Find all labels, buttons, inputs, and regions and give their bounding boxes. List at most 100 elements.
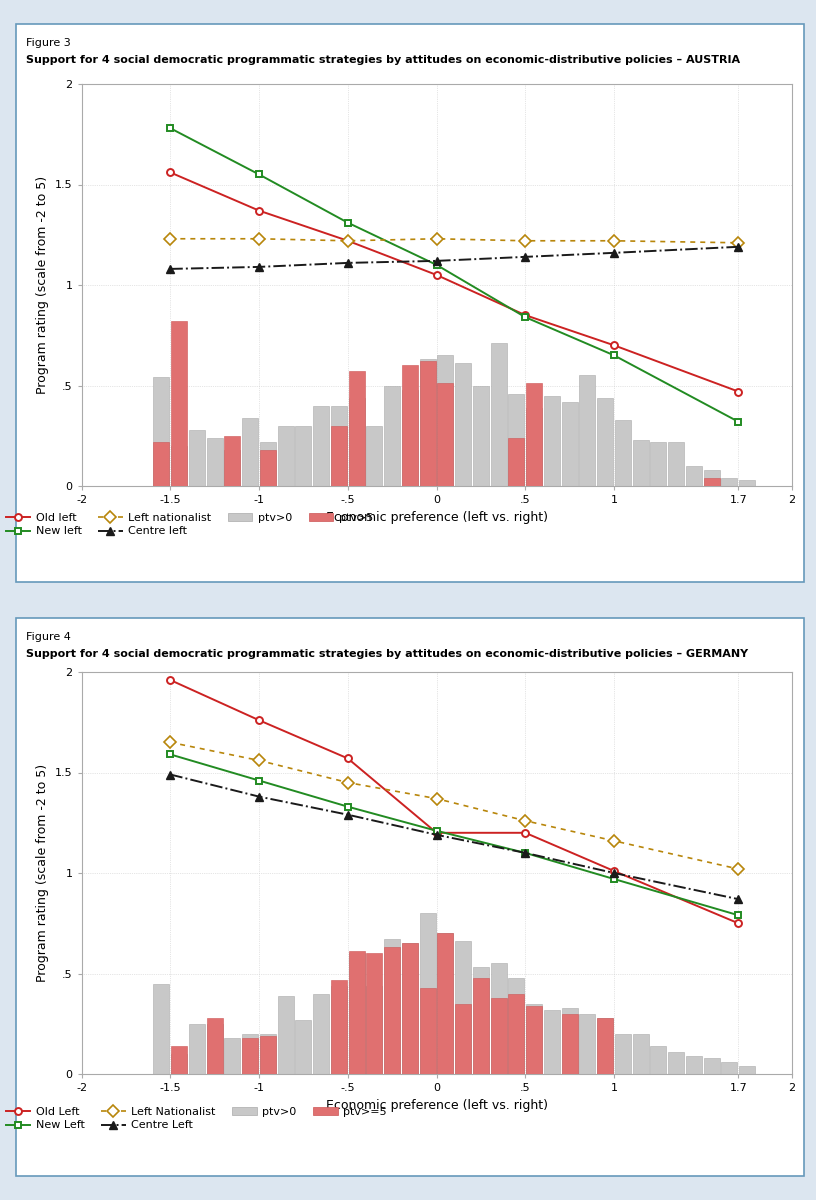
Bar xyxy=(419,361,436,486)
Bar xyxy=(632,439,649,486)
Bar xyxy=(526,1003,542,1074)
Bar xyxy=(579,376,596,486)
Bar xyxy=(508,394,525,486)
Bar xyxy=(703,1058,720,1074)
Bar xyxy=(277,426,294,486)
Bar xyxy=(668,442,684,486)
Bar xyxy=(526,1006,542,1074)
Bar xyxy=(490,343,507,486)
Bar xyxy=(331,985,347,1074)
Bar xyxy=(224,450,241,486)
Bar xyxy=(366,426,383,486)
Bar xyxy=(437,934,454,1074)
Bar xyxy=(171,1054,187,1074)
Text: Support for 4 social democratic programmatic strategies by attitudes on economic: Support for 4 social democratic programm… xyxy=(26,55,740,65)
Bar xyxy=(650,442,667,486)
Bar xyxy=(384,947,400,1074)
Bar xyxy=(313,406,329,486)
Bar xyxy=(384,385,400,486)
Bar xyxy=(242,418,258,486)
Bar xyxy=(615,420,631,486)
Bar xyxy=(721,478,738,486)
Bar xyxy=(508,978,525,1074)
Bar xyxy=(419,913,436,1074)
Text: Figure 3: Figure 3 xyxy=(26,38,71,48)
Text: Figure 4: Figure 4 xyxy=(26,632,71,642)
Bar xyxy=(206,1024,223,1074)
Bar xyxy=(348,397,365,486)
Bar xyxy=(703,478,720,486)
Bar xyxy=(544,1009,560,1074)
Bar xyxy=(331,979,347,1074)
Bar xyxy=(508,438,525,486)
Bar xyxy=(171,445,187,486)
Bar xyxy=(544,396,560,486)
Bar xyxy=(366,953,383,1074)
Bar xyxy=(473,385,489,486)
Bar xyxy=(526,408,542,486)
Bar xyxy=(561,402,578,486)
Bar xyxy=(277,996,294,1074)
Bar xyxy=(419,988,436,1074)
Bar xyxy=(473,967,489,1074)
Bar xyxy=(455,941,471,1074)
Legend: Old left, New left, Left nationalist, Centre left, ptv>0, ptv>5: Old left, New left, Left nationalist, Ce… xyxy=(6,514,373,536)
Bar xyxy=(437,384,454,486)
Bar xyxy=(242,1033,258,1074)
Bar xyxy=(561,1008,578,1074)
Bar xyxy=(419,359,436,486)
Bar xyxy=(366,985,383,1074)
Bar xyxy=(171,1046,187,1074)
Bar xyxy=(242,1038,258,1074)
Bar xyxy=(703,470,720,486)
Bar xyxy=(189,1024,205,1074)
Bar xyxy=(206,438,223,486)
Bar xyxy=(721,1062,738,1074)
Bar xyxy=(348,952,365,1074)
Bar xyxy=(632,1033,649,1074)
Bar xyxy=(331,406,347,486)
Bar xyxy=(739,1066,755,1074)
X-axis label: Economic preference (left vs. right): Economic preference (left vs. right) xyxy=(326,1098,548,1111)
Legend: Old Left, New Left, Left Nationalist, Centre Left, ptv>0, ptv>=5: Old Left, New Left, Left Nationalist, Ce… xyxy=(6,1108,387,1130)
Bar xyxy=(206,1018,223,1074)
Bar xyxy=(260,450,276,486)
Bar xyxy=(402,390,418,486)
Bar xyxy=(579,1014,596,1074)
Bar xyxy=(260,1033,276,1074)
Bar xyxy=(739,480,755,486)
Bar xyxy=(153,378,170,486)
Bar xyxy=(490,964,507,1074)
Bar xyxy=(437,934,454,1074)
Bar xyxy=(526,384,542,486)
Text: Support for 4 social democratic programmatic strategies by attitudes on economic: Support for 4 social democratic programm… xyxy=(26,649,748,659)
Bar xyxy=(561,1014,578,1074)
Bar xyxy=(402,365,418,486)
Y-axis label: Program rating (scale from -2 to 5): Program rating (scale from -2 to 5) xyxy=(37,176,50,394)
Bar xyxy=(668,1052,684,1074)
Bar xyxy=(650,1046,667,1074)
Bar xyxy=(189,430,205,486)
Bar xyxy=(597,397,613,486)
Bar xyxy=(171,322,187,486)
Bar xyxy=(260,442,276,486)
Bar xyxy=(455,1003,471,1074)
Bar xyxy=(224,436,241,486)
Bar xyxy=(437,355,454,486)
Y-axis label: Program rating (scale from -2 to 5): Program rating (scale from -2 to 5) xyxy=(37,764,50,982)
Bar xyxy=(384,940,400,1074)
Bar xyxy=(402,943,418,1074)
Bar xyxy=(153,984,170,1074)
Bar xyxy=(455,364,471,486)
Bar xyxy=(295,426,312,486)
Bar xyxy=(597,1018,613,1074)
Bar xyxy=(508,994,525,1074)
Bar xyxy=(686,466,702,486)
Bar xyxy=(597,1018,613,1074)
Bar xyxy=(153,442,170,486)
Bar xyxy=(224,1038,241,1074)
X-axis label: Economic preference (left vs. right): Economic preference (left vs. right) xyxy=(326,510,548,523)
Bar xyxy=(615,1033,631,1074)
Bar xyxy=(331,426,347,486)
Bar xyxy=(348,953,365,1074)
